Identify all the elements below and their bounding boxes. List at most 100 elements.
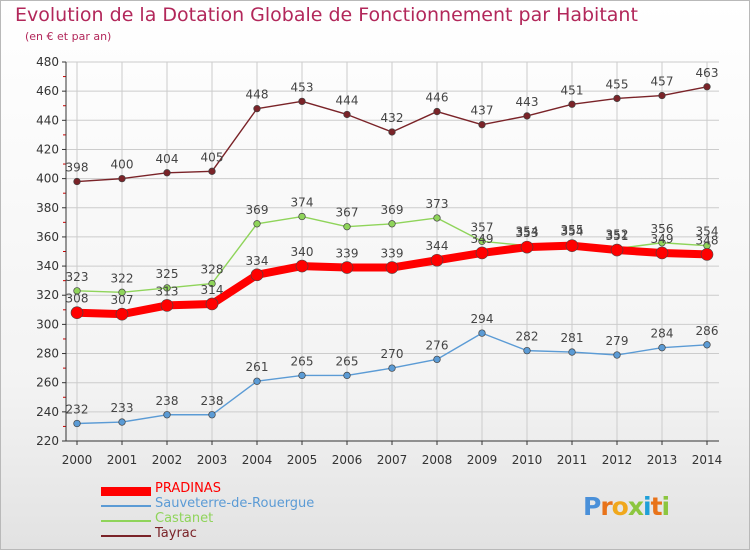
data-label-tayrac: 446 [426, 91, 449, 105]
data-point-sauveterre-de-rouergue [163, 411, 171, 419]
data-point-pradinas [115, 307, 129, 321]
y-tick-label: 420 [36, 142, 59, 156]
x-tick-label: 2008 [422, 453, 453, 467]
y-tick-label: 240 [36, 405, 59, 419]
data-label-pradinas: 340 [291, 245, 314, 259]
data-label-castanet: 352 [606, 228, 629, 242]
data-point-sauveterre-de-rouergue [613, 351, 621, 359]
data-label-sauveterre-de-rouergue: 282 [516, 330, 539, 344]
data-label-sauveterre-de-rouergue: 238 [156, 394, 179, 408]
data-point-castanet [343, 223, 351, 231]
y-tick-label: 380 [36, 201, 59, 215]
data-point-castanet [478, 237, 486, 245]
data-label-castanet: 322 [111, 271, 134, 285]
data-point-sauveterre-de-rouergue [253, 377, 261, 385]
logo-letter: x [627, 492, 644, 521]
data-point-tayrac [703, 83, 711, 91]
data-point-sauveterre-de-rouergue [433, 355, 441, 364]
data-label-sauveterre-de-rouergue: 281 [561, 331, 584, 345]
legend-swatch [101, 520, 151, 522]
data-label-pradinas: 313 [156, 284, 179, 298]
data-point-castanet [658, 239, 666, 247]
data-label-tayrac: 404 [156, 152, 179, 166]
legend-swatch [101, 505, 151, 507]
data-label-sauveterre-de-rouergue: 232 [66, 403, 89, 417]
data-point-tayrac [433, 107, 441, 116]
data-label-sauveterre-de-rouergue: 265 [291, 354, 314, 368]
y-tick-label: 400 [36, 172, 59, 186]
data-label-tayrac: 437 [471, 104, 494, 118]
data-label-tayrac: 463 [696, 66, 719, 80]
data-point-castanet [118, 288, 126, 296]
y-tick-label: 320 [36, 288, 59, 302]
data-label-tayrac: 432 [381, 111, 404, 125]
x-tick-label: 2014 [692, 453, 723, 467]
data-label-pradinas: 308 [66, 292, 89, 306]
data-point-tayrac [118, 174, 126, 183]
data-point-pradinas [340, 261, 354, 274]
logo-letter: o [611, 492, 629, 521]
data-label-sauveterre-de-rouergue: 270 [381, 347, 404, 361]
data-point-sauveterre-de-rouergue [73, 419, 81, 428]
legend-label: PRADINAS [155, 481, 221, 496]
data-label-sauveterre-de-rouergue: 294 [471, 312, 494, 326]
data-point-pradinas [475, 246, 489, 260]
data-label-tayrac: 453 [291, 80, 314, 94]
y-tick-label: 460 [36, 84, 59, 98]
data-point-pradinas [385, 261, 399, 274]
x-tick-label: 2001 [107, 453, 138, 467]
data-label-castanet: 356 [651, 222, 674, 236]
data-label-castanet: 373 [426, 197, 449, 211]
x-tick-label: 2013 [647, 453, 678, 467]
data-point-pradinas [70, 306, 84, 320]
data-point-tayrac [568, 100, 576, 108]
proxiti-logo: Proxiti [583, 492, 670, 521]
data-point-tayrac [613, 94, 621, 103]
data-point-pradinas [295, 259, 309, 273]
chart-title: Evolution de la Dotation Globale de Fonc… [15, 4, 638, 26]
data-label-tayrac: 444 [336, 93, 359, 107]
data-point-pradinas [250, 268, 264, 282]
y-tick-label: 340 [36, 259, 59, 273]
data-label-castanet: 328 [201, 263, 224, 277]
x-tick-label: 2012 [602, 453, 633, 467]
data-point-sauveterre-de-rouergue [343, 371, 351, 380]
data-label-castanet: 354 [696, 225, 719, 239]
data-point-pradinas [610, 243, 624, 257]
data-point-sauveterre-de-rouergue [658, 344, 666, 352]
data-point-pradinas [700, 248, 714, 261]
data-label-pradinas: 353 [516, 226, 539, 240]
data-label-sauveterre-de-rouergue: 276 [426, 338, 449, 352]
data-point-sauveterre-de-rouergue [478, 329, 486, 337]
data-point-tayrac [343, 110, 351, 119]
y-tick-label: 480 [36, 55, 59, 69]
data-label-tayrac: 443 [516, 95, 539, 109]
x-tick-label: 2002 [152, 453, 183, 467]
logo-letter: r [600, 492, 612, 521]
data-point-castanet [433, 214, 441, 222]
data-label-tayrac: 398 [66, 161, 89, 175]
data-point-castanet [253, 220, 261, 228]
data-label-pradinas: 349 [651, 232, 674, 246]
data-label-castanet: 374 [291, 196, 314, 210]
data-label-castanet: 323 [66, 270, 89, 284]
x-tick-label: 2010 [512, 453, 543, 467]
x-tick-label: 2009 [467, 453, 498, 467]
data-label-castanet: 367 [336, 206, 359, 220]
data-point-pradinas [520, 240, 534, 254]
data-point-castanet [298, 212, 306, 221]
data-label-pradinas: 339 [381, 247, 404, 261]
x-tick-label: 2000 [62, 453, 93, 467]
data-label-sauveterre-de-rouergue: 265 [336, 354, 359, 368]
data-label-sauveterre-de-rouergue: 233 [111, 401, 134, 415]
data-label-sauveterre-de-rouergue: 286 [696, 324, 719, 338]
data-label-tayrac: 451 [561, 83, 584, 97]
data-point-tayrac [253, 104, 261, 113]
x-tick-label: 2006 [332, 453, 363, 467]
data-point-tayrac [208, 167, 216, 175]
data-label-pradinas: 307 [111, 293, 134, 307]
data-label-tayrac: 457 [651, 75, 674, 89]
data-label-castanet: 355 [561, 223, 584, 237]
data-point-tayrac [163, 169, 171, 177]
